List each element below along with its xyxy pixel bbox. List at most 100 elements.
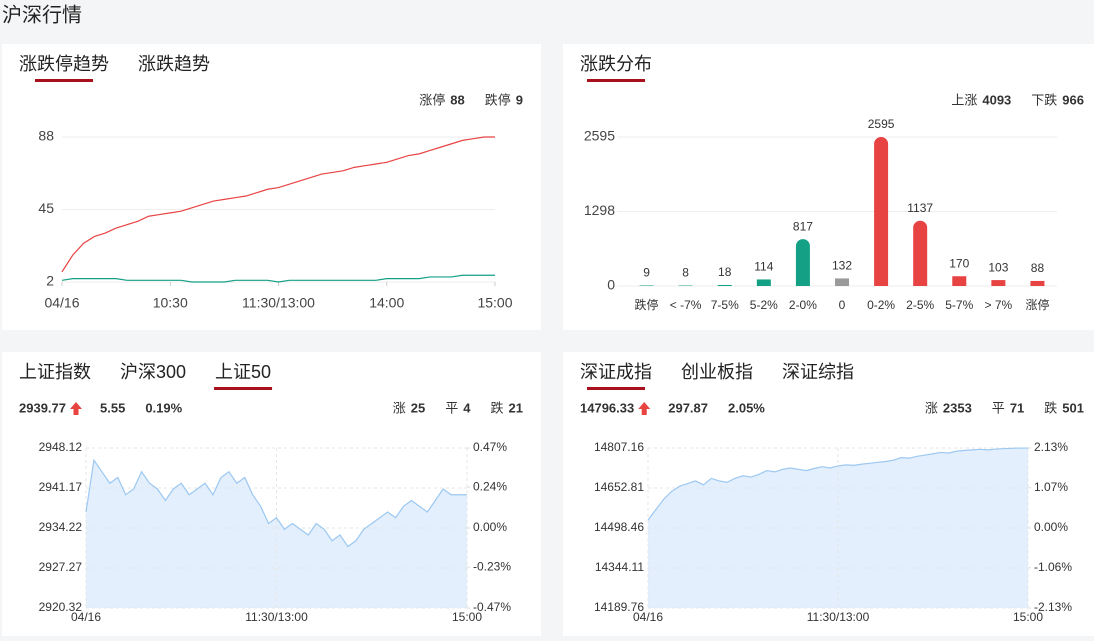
value-label: 103 xyxy=(988,260,1008,274)
y2-tick-label: 2.13% xyxy=(1034,440,1068,454)
y2-tick-label: 1.07% xyxy=(1034,480,1068,494)
y-tick-label: 14498.46 xyxy=(594,520,644,534)
x-tick-label: 04/16 xyxy=(71,610,101,624)
tab-underline xyxy=(587,387,645,390)
x-tick-label: 0-2% xyxy=(867,298,895,312)
y-tick-label: 14344.11 xyxy=(595,560,644,574)
y-tick-label: 2595 xyxy=(584,128,615,144)
y2-tick-label: 0.00% xyxy=(1034,520,1068,534)
y-tick-label: 88 xyxy=(38,128,54,144)
tab[interactable]: 深证综指 xyxy=(782,362,854,382)
x-tick-label: 14:00 xyxy=(369,295,404,311)
tab[interactable]: 涨跌停趋势 xyxy=(19,54,109,74)
value-label: 170 xyxy=(949,256,969,270)
stat-value: 21 xyxy=(509,400,523,415)
x-tick-label: 7-5% xyxy=(711,298,739,312)
y-tick-label: 45 xyxy=(38,200,54,216)
tab-underline xyxy=(214,387,272,390)
x-tick-label: 5-2% xyxy=(750,298,778,312)
stat-value: 966 xyxy=(1062,92,1084,107)
x-tick-label: 11:30/13:00 xyxy=(245,610,308,624)
x-tick-label: 5-7% xyxy=(945,298,973,312)
tab-underline xyxy=(35,79,93,82)
value-label: 1137 xyxy=(907,201,933,215)
x-tick-label: < -7% xyxy=(670,298,702,312)
stat-value: 501 xyxy=(1062,400,1084,415)
x-tick-label: 11:30/13:00 xyxy=(807,610,870,624)
x-tick-label: 10:30 xyxy=(153,295,188,311)
value-label: 817 xyxy=(793,219,813,233)
value-label: 9 xyxy=(643,266,650,280)
quote-percent: 0.19% xyxy=(145,400,182,415)
panel xyxy=(2,44,541,330)
stat-label: 涨 xyxy=(393,400,406,415)
bar xyxy=(952,276,966,286)
x-tick-label: 2-0% xyxy=(789,298,817,312)
bar xyxy=(640,285,654,286)
stat-value: 2353 xyxy=(943,400,972,415)
value-label: 88 xyxy=(1031,261,1045,275)
tab[interactable]: 涨跌趋势 xyxy=(138,54,210,74)
x-tick-label: 跌停 xyxy=(635,297,659,312)
stat-label: 平 xyxy=(445,400,458,415)
x-tick-label: 04/16 xyxy=(633,610,663,624)
stat-label: 涨 xyxy=(925,400,938,415)
y-tick-label: 1298 xyxy=(584,202,615,218)
quote-price: 14796.33 xyxy=(580,400,634,415)
bar xyxy=(796,239,810,286)
bar xyxy=(913,221,927,286)
y2-tick-label: -0.23% xyxy=(473,559,511,573)
tab[interactable]: 涨跌分布 xyxy=(580,54,652,74)
x-tick-label: 0 xyxy=(839,298,846,312)
stat-label: 平 xyxy=(992,400,1005,415)
stat-label: 跌 xyxy=(1044,400,1057,415)
y2-tick-label: 0.00% xyxy=(473,520,507,534)
tab[interactable]: 上证指数 xyxy=(19,362,91,382)
x-tick-label: 涨停 xyxy=(1025,297,1049,312)
tab-underline xyxy=(587,79,645,82)
stat-label: 下跌 xyxy=(1031,92,1057,107)
stat-label: 跌 xyxy=(491,400,504,415)
y2-tick-label: -1.06% xyxy=(1034,560,1072,574)
stat-value: 71 xyxy=(1010,400,1024,415)
bar xyxy=(1030,281,1044,286)
tab[interactable]: 上证50 xyxy=(215,362,271,382)
value-label: 8 xyxy=(682,266,689,280)
value-label: 132 xyxy=(832,259,852,273)
tab[interactable]: 创业板指 xyxy=(681,362,753,382)
y-tick-label: 2941.17 xyxy=(39,480,83,494)
bar xyxy=(835,278,849,286)
stat-label: 跌停 xyxy=(485,92,511,107)
stat-value: 4 xyxy=(463,400,471,415)
stat-label: 上涨 xyxy=(951,92,977,107)
quote-price: 2939.77 xyxy=(19,400,66,415)
value-label: 114 xyxy=(754,260,773,274)
quote-change: 5.55 xyxy=(100,400,125,415)
x-tick-label: 04/16 xyxy=(44,295,79,311)
bar xyxy=(991,280,1005,286)
x-tick-label: 15:00 xyxy=(1013,610,1043,624)
y-tick-label: 2 xyxy=(46,273,54,289)
value-label: 18 xyxy=(718,265,732,279)
x-tick-label: 15:00 xyxy=(477,295,512,311)
y-tick-label: 2948.12 xyxy=(39,440,83,454)
x-tick-label: 2-5% xyxy=(906,298,934,312)
quote-change: 297.87 xyxy=(668,400,708,415)
bar xyxy=(757,279,771,286)
quote-percent: 2.05% xyxy=(728,400,765,415)
y-tick-label: 2934.22 xyxy=(39,520,83,534)
value-label: 2595 xyxy=(868,117,895,131)
stat-value: 4093 xyxy=(982,92,1011,107)
tab[interactable]: 深证成指 xyxy=(580,362,652,382)
tab[interactable]: 沪深300 xyxy=(120,362,186,382)
stat-value: 88 xyxy=(450,92,464,107)
x-tick-label: 11:30/13:00 xyxy=(242,295,315,311)
panel xyxy=(563,44,1094,330)
y-tick-label: 14652.81 xyxy=(594,480,644,494)
bar xyxy=(718,285,732,286)
stat-value: 9 xyxy=(516,92,523,107)
x-tick-label: > 7% xyxy=(985,298,1013,312)
y-tick-label: 2927.27 xyxy=(39,560,83,574)
stat-value: 25 xyxy=(411,400,425,415)
